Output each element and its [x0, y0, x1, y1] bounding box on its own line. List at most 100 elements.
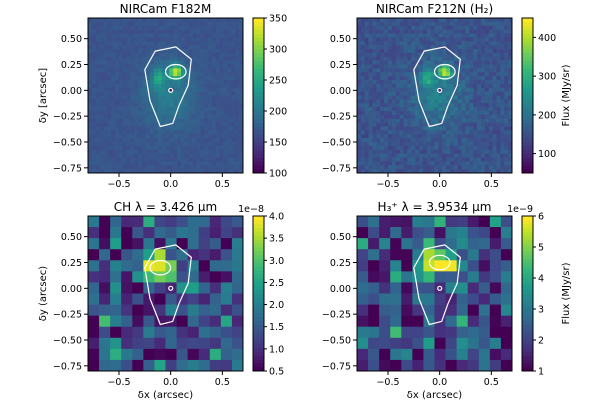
heatmap-cell: [473, 41, 478, 46]
heatmap-cell: [119, 99, 124, 104]
heatmap-cell: [219, 157, 224, 162]
heatmap-cell: [103, 169, 108, 174]
heatmap-cell: [138, 161, 143, 166]
heatmap-cell: [419, 142, 424, 147]
heatmap-cell: [426, 87, 431, 92]
heatmap-cell: [489, 238, 502, 250]
heatmap-cell: [215, 134, 221, 139]
heatmap-cell: [150, 37, 155, 42]
heatmap-cell: [399, 33, 404, 38]
heatmap-cell: [419, 72, 424, 77]
heatmap-cell: [473, 76, 478, 81]
heatmap-cell: [453, 138, 459, 143]
heatmap-cell: [122, 111, 128, 116]
colorbar-tick-label: 100: [538, 149, 556, 160]
heatmap-cell: [134, 161, 139, 166]
heatmap-cell: [368, 227, 380, 239]
heatmap-cell: [395, 72, 400, 77]
heatmap-cell: [196, 149, 201, 154]
heatmap-cell: [99, 271, 111, 283]
heatmap-cell: [208, 18, 213, 23]
heatmap-cell: [438, 41, 443, 46]
heatmap-cell: [235, 165, 240, 170]
colorbar-step: [253, 72, 264, 77]
heatmap-cell: [177, 122, 182, 127]
heatmap-cell: [88, 153, 93, 158]
heatmap-cell: [173, 157, 178, 162]
heatmap-cell: [500, 165, 505, 170]
heatmap-cell: [134, 76, 139, 81]
center-marker: [437, 87, 443, 93]
heatmap-cell: [212, 68, 217, 73]
heatmap-cell: [469, 107, 474, 112]
heatmap-cell: [496, 130, 501, 135]
heatmap-cell: [146, 114, 151, 120]
y-tick-label: −0.50: [322, 336, 351, 347]
heatmap-cell: [95, 60, 100, 65]
heatmap-cell: [388, 99, 393, 104]
heatmap-cell: [438, 95, 443, 100]
heatmap-cell: [407, 118, 412, 123]
heatmap-cell: [188, 169, 193, 174]
heatmap-cell: [492, 76, 497, 81]
heatmap-cell: [235, 87, 240, 92]
heatmap-cell: [142, 29, 147, 34]
colorbar-step: [522, 165, 533, 170]
heatmap-cell: [489, 359, 502, 372]
heatmap-cell: [388, 83, 393, 89]
heatmap-cell: [188, 72, 193, 77]
heatmap-cell: [395, 134, 400, 139]
heatmap-cell: [150, 21, 155, 27]
heatmap-cell: [450, 165, 455, 170]
colorbar-step: [253, 297, 264, 302]
heatmap-cell: [446, 18, 451, 23]
heatmap-cell: [231, 145, 236, 151]
heatmap-cell: [419, 126, 424, 131]
heatmap-cell: [477, 45, 482, 50]
heatmap-cell: [115, 21, 120, 27]
heatmap-cell: [188, 107, 193, 112]
heatmap-cell: [99, 118, 104, 123]
heatmap-cell: [146, 52, 151, 58]
heatmap-cell: [215, 122, 221, 127]
heatmap-cell: [399, 41, 404, 46]
heatmap-cell: [457, 122, 462, 127]
heatmap-cell: [403, 60, 408, 65]
heatmap-cell: [469, 37, 474, 42]
heatmap-cell: [130, 60, 135, 65]
heatmap-cell: [422, 52, 428, 58]
heatmap-cell: [376, 103, 381, 108]
colorbar-tick-label: 100: [269, 169, 287, 180]
heatmap-cell: [111, 130, 116, 135]
heatmap-cell: [122, 122, 128, 127]
heatmap-cell: [388, 157, 393, 162]
heatmap-cell: [99, 56, 104, 61]
heatmap-cell: [187, 271, 200, 283]
colorbar-step: [253, 25, 264, 31]
heatmap-cell: [364, 111, 369, 116]
heatmap-cell: [461, 80, 466, 85]
heatmap-cell: [379, 238, 391, 250]
heatmap-cell: [223, 29, 228, 34]
heatmap-cell: [91, 103, 97, 108]
heatmap-cell: [126, 21, 131, 27]
heatmap-cell: [161, 142, 166, 147]
heatmap-cell: [227, 21, 232, 27]
heatmap-cell: [184, 37, 190, 42]
heatmap-cell: [192, 76, 197, 81]
heatmap-cell: [227, 118, 232, 123]
heatmap-cell: [442, 130, 447, 135]
heatmap-cell: [442, 126, 447, 131]
heatmap-cell: [504, 72, 509, 77]
heatmap-cell: [200, 91, 205, 96]
heatmap-cell: [200, 68, 205, 73]
heatmap-cell: [434, 165, 439, 170]
heatmap-cell: [126, 149, 131, 154]
heatmap-cell: [388, 122, 393, 127]
heatmap-cell: [488, 60, 493, 65]
colorbar-step: [522, 45, 533, 50]
heatmap-cell: [126, 114, 131, 120]
heatmap-cell: [423, 238, 435, 250]
heatmap-cell: [95, 64, 100, 69]
heatmap-cell: [177, 145, 182, 151]
